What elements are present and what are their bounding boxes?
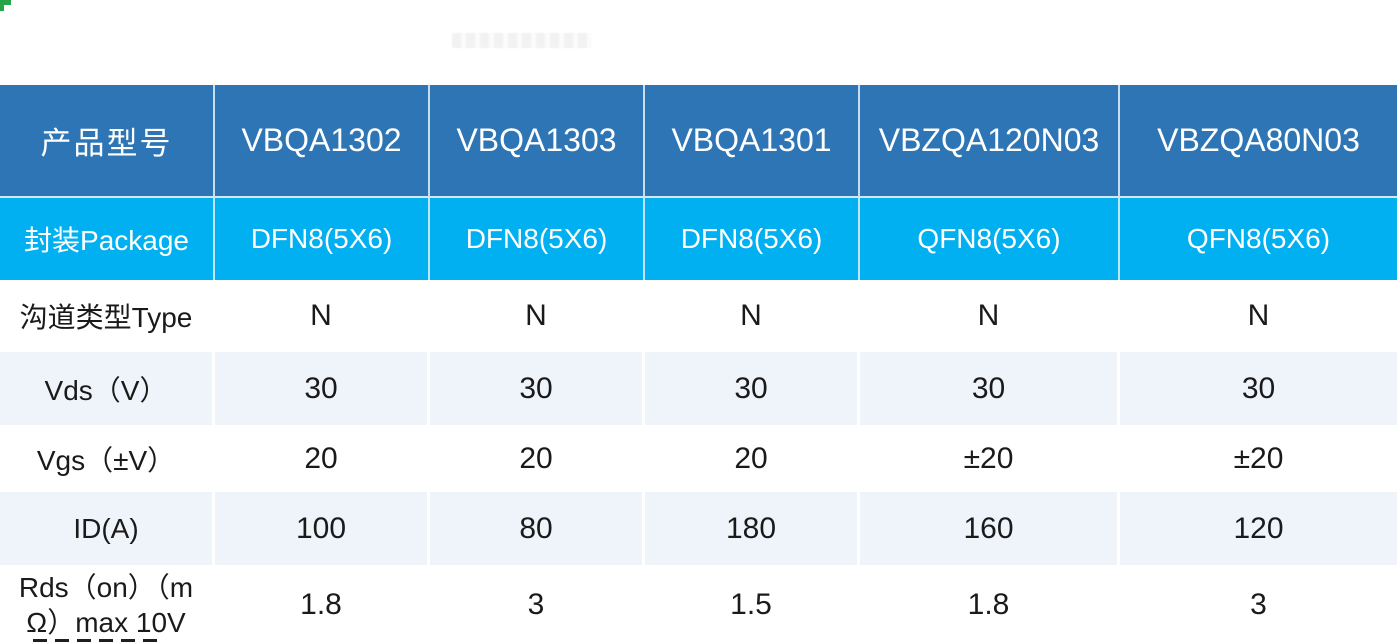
vgs-value-cell: ±20 bbox=[860, 425, 1120, 492]
vds-value-cell: 30 bbox=[430, 352, 645, 425]
rds-value-cell: 3 bbox=[1120, 565, 1397, 642]
header-cell-model: VBZQA120N03 bbox=[860, 85, 1120, 198]
corner-flag-icon bbox=[0, 0, 11, 11]
product-spec-table: 产品型号 VBQA1302 VBQA1303 VBQA1301 VBZQA120… bbox=[0, 85, 1397, 642]
package-value-cell: DFN8(5X6) bbox=[430, 198, 645, 280]
table-row-vgs: Vgs（±V） 20 20 20 ±20 ±20 bbox=[0, 425, 1397, 492]
table-row-channel-type: 沟道类型Type N N N N N bbox=[0, 280, 1397, 352]
rds-value-cell: 3 bbox=[430, 565, 645, 642]
vds-value-cell: 30 bbox=[215, 352, 430, 425]
channel-type-value-cell: N bbox=[1120, 280, 1397, 352]
header-cell-product-model: 产品型号 bbox=[0, 85, 215, 198]
channel-type-value-cell: N bbox=[645, 280, 860, 352]
vds-value-cell: 30 bbox=[645, 352, 860, 425]
row-label-rds-on: Rds（on）（mΩ）max 10V bbox=[0, 565, 215, 642]
channel-type-value-cell: N bbox=[860, 280, 1120, 352]
header-cell-model: VBQA1303 bbox=[430, 85, 645, 198]
vgs-value-cell: 20 bbox=[430, 425, 645, 492]
header-cell-model: VBZQA80N03 bbox=[1120, 85, 1397, 198]
vgs-value-cell: 20 bbox=[215, 425, 430, 492]
header-cell-model: VBQA1301 bbox=[645, 85, 860, 198]
table-row-rds-on: Rds（on）（mΩ）max 10V 1.8 3 1.5 1.8 3 bbox=[0, 565, 1397, 642]
rds-value-cell: 1.5 bbox=[645, 565, 860, 642]
table-row-package: 封装Package DFN8(5X6) DFN8(5X6) DFN8(5X6) … bbox=[0, 198, 1397, 280]
header-cell-model: VBQA1302 bbox=[215, 85, 430, 198]
channel-type-value-cell: N bbox=[430, 280, 645, 352]
rds-value-cell: 1.8 bbox=[215, 565, 430, 642]
table-row-id: ID(A) 100 80 180 160 120 bbox=[0, 492, 1397, 565]
rds-value-cell: 1.8 bbox=[860, 565, 1120, 642]
vgs-value-cell: ±20 bbox=[1120, 425, 1397, 492]
package-value-cell: QFN8(5X6) bbox=[1120, 198, 1397, 280]
row-label-channel-type: 沟道类型Type bbox=[0, 280, 215, 352]
row-label-vgs: Vgs（±V） bbox=[0, 425, 215, 492]
clipped-text-fragment bbox=[33, 639, 157, 642]
row-label-package: 封装Package bbox=[0, 198, 215, 280]
vgs-value-cell: 20 bbox=[645, 425, 860, 492]
package-value-cell: DFN8(5X6) bbox=[645, 198, 860, 280]
channel-type-value-cell: N bbox=[215, 280, 430, 352]
id-value-cell: 80 bbox=[430, 492, 645, 565]
package-value-cell: DFN8(5X6) bbox=[215, 198, 430, 280]
package-value-cell: QFN8(5X6) bbox=[860, 198, 1120, 280]
vds-value-cell: 30 bbox=[860, 352, 1120, 425]
id-value-cell: 160 bbox=[860, 492, 1120, 565]
table-row-vds: Vds（V） 30 30 30 30 30 bbox=[0, 352, 1397, 425]
row-label-id: ID(A) bbox=[0, 492, 215, 565]
id-value-cell: 180 bbox=[645, 492, 860, 565]
table-header-row: 产品型号 VBQA1302 VBQA1303 VBQA1301 VBZQA120… bbox=[0, 85, 1397, 198]
row-label-vds: Vds（V） bbox=[0, 352, 215, 425]
id-value-cell: 120 bbox=[1120, 492, 1397, 565]
faint-watermark bbox=[452, 33, 592, 48]
id-value-cell: 100 bbox=[215, 492, 430, 565]
vds-value-cell: 30 bbox=[1120, 352, 1397, 425]
